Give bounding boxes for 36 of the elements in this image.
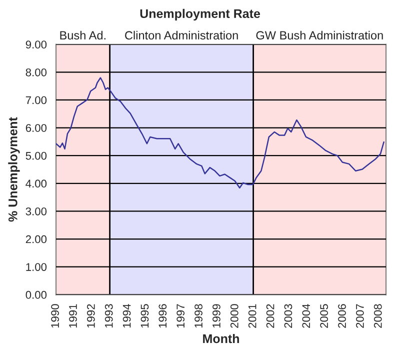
y-tick-label: 4.00 [26, 180, 47, 188]
band-label: Clinton Administration [125, 30, 238, 40]
x-tick-label: 1992 [86, 304, 95, 328]
band-label: Bush Ad. [60, 30, 106, 40]
x-tick-label: 2002 [266, 304, 274, 328]
y-tick-label: 1.00 [26, 263, 47, 271]
y-tick-label: 8.00 [26, 68, 47, 76]
y-tick-label: 0.00 [26, 290, 47, 299]
x-tick-label: 2008 [374, 304, 382, 328]
x-tick-label: 2001 [248, 304, 256, 328]
x-tick-label: 1991 [69, 304, 77, 328]
x-axis-title: Month [203, 334, 239, 344]
x-tick-label: 2004 [302, 304, 310, 328]
x-tick-label: 1997 [176, 304, 185, 328]
y-tick-label: 9.00 [26, 40, 47, 49]
x-tick-label: 2006 [338, 304, 346, 328]
x-tick-label: 1993 [104, 304, 113, 328]
y-tick-label: 5.00 [26, 152, 47, 160]
y-tick-label: 7.00 [26, 96, 47, 104]
line-series [56, 77, 384, 188]
x-tick-label: 1999 [212, 304, 220, 328]
x-tick-label: 1994 [122, 304, 131, 328]
x-tick-label: 2007 [356, 304, 364, 328]
x-tick-label: 1998 [194, 304, 202, 328]
x-tick-label: 1995 [140, 304, 149, 328]
y-tick-label: 3.00 [26, 207, 47, 216]
y-tick-label: 2.00 [26, 235, 47, 244]
x-tick-label: 1996 [158, 304, 167, 328]
chart-title: Unemployment Rate [140, 8, 260, 21]
x-tick-label: 2000 [230, 304, 238, 328]
x-tick-label: 2005 [320, 304, 328, 328]
band-label: GW Bush Administration [256, 30, 383, 40]
x-tick-label: 1990 [51, 304, 59, 328]
x-tick-label: 2003 [284, 304, 292, 328]
y-tick-label: 6.00 [26, 124, 47, 132]
y-axis-title: % Unemployment [8, 117, 20, 222]
